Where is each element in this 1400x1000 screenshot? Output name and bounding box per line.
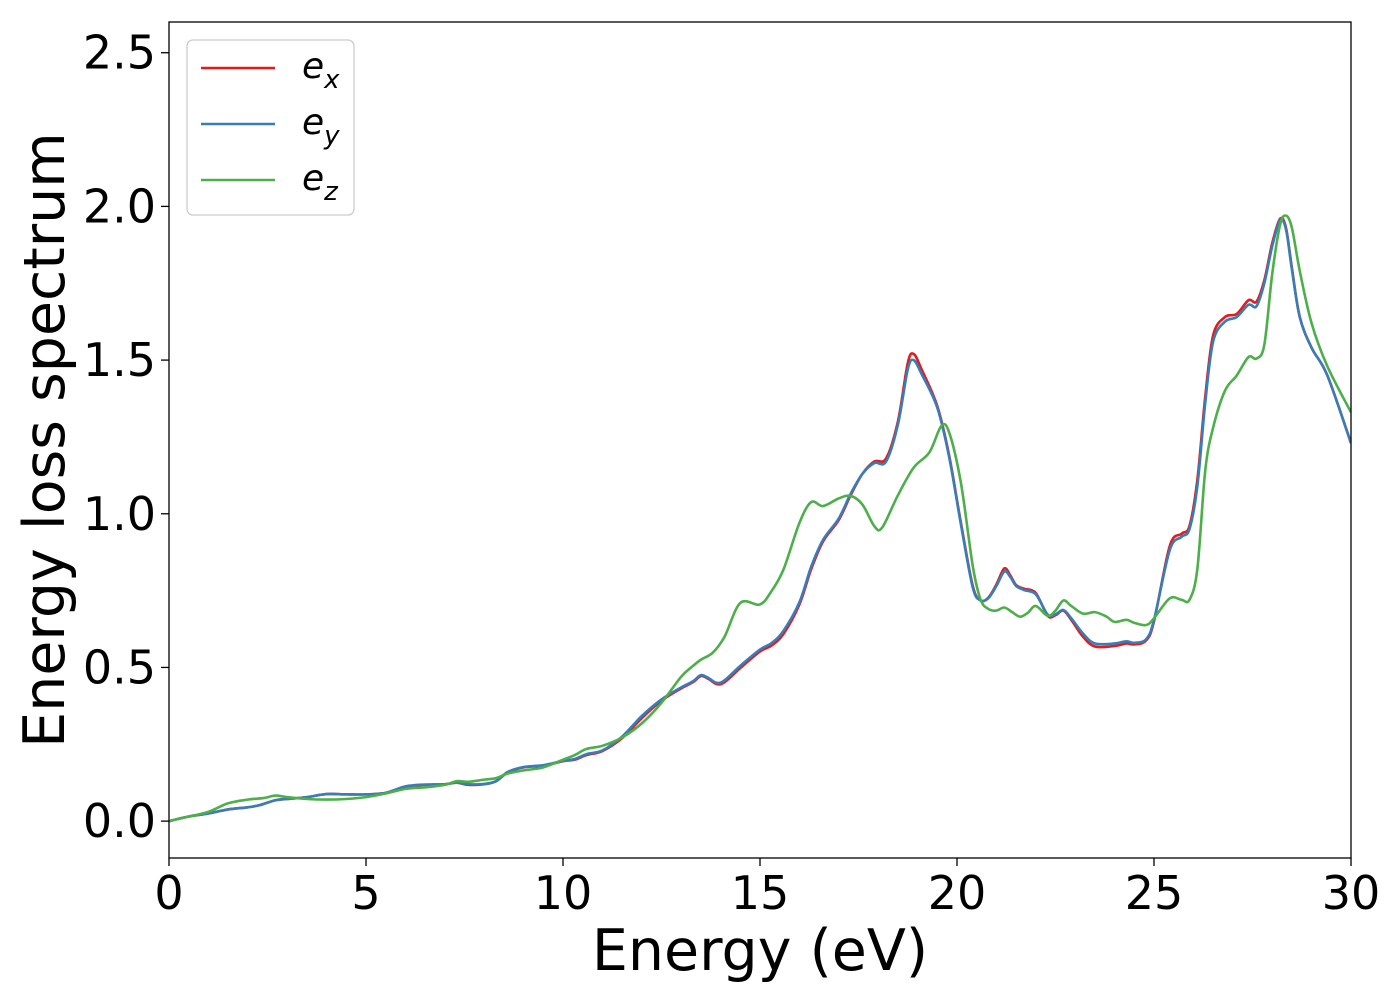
x-tick-label: 10 [534, 866, 593, 920]
series-line-z [169, 214, 1351, 823]
legend-label-z: ez [302, 158, 339, 207]
x-axis-ticks: 0 5 10 15 20 25 30 [154, 858, 1380, 920]
x-tick-label: 30 [1322, 866, 1381, 920]
x-axis-title: Energy (eV) [592, 918, 928, 984]
y-tick-label: 1.5 [83, 333, 156, 387]
y-tick-label: 1.0 [83, 487, 156, 541]
x-tick-label: 15 [731, 866, 790, 920]
y-tick-label: 2.0 [83, 179, 156, 233]
y-axis-title: Energy loss spectrum [12, 132, 78, 748]
legend-label-x: ex [302, 46, 340, 95]
y-tick-label: 2.5 [83, 26, 156, 80]
x-tick-label: 5 [351, 866, 380, 920]
series-layer [169, 214, 1351, 823]
legend: ex ey ez [186, 39, 355, 216]
legend-label-y: ey [302, 102, 340, 151]
x-tick-label: 25 [1125, 866, 1184, 920]
x-tick-label: 20 [928, 866, 987, 920]
x-tick-label: 0 [154, 866, 183, 920]
legend-box [186, 39, 355, 216]
y-tick-label: 0.0 [83, 794, 156, 848]
y-axis-ticks: 0.0 0.5 1.0 1.5 2.0 2.5 [83, 26, 169, 848]
y-tick-label: 0.5 [83, 640, 156, 694]
